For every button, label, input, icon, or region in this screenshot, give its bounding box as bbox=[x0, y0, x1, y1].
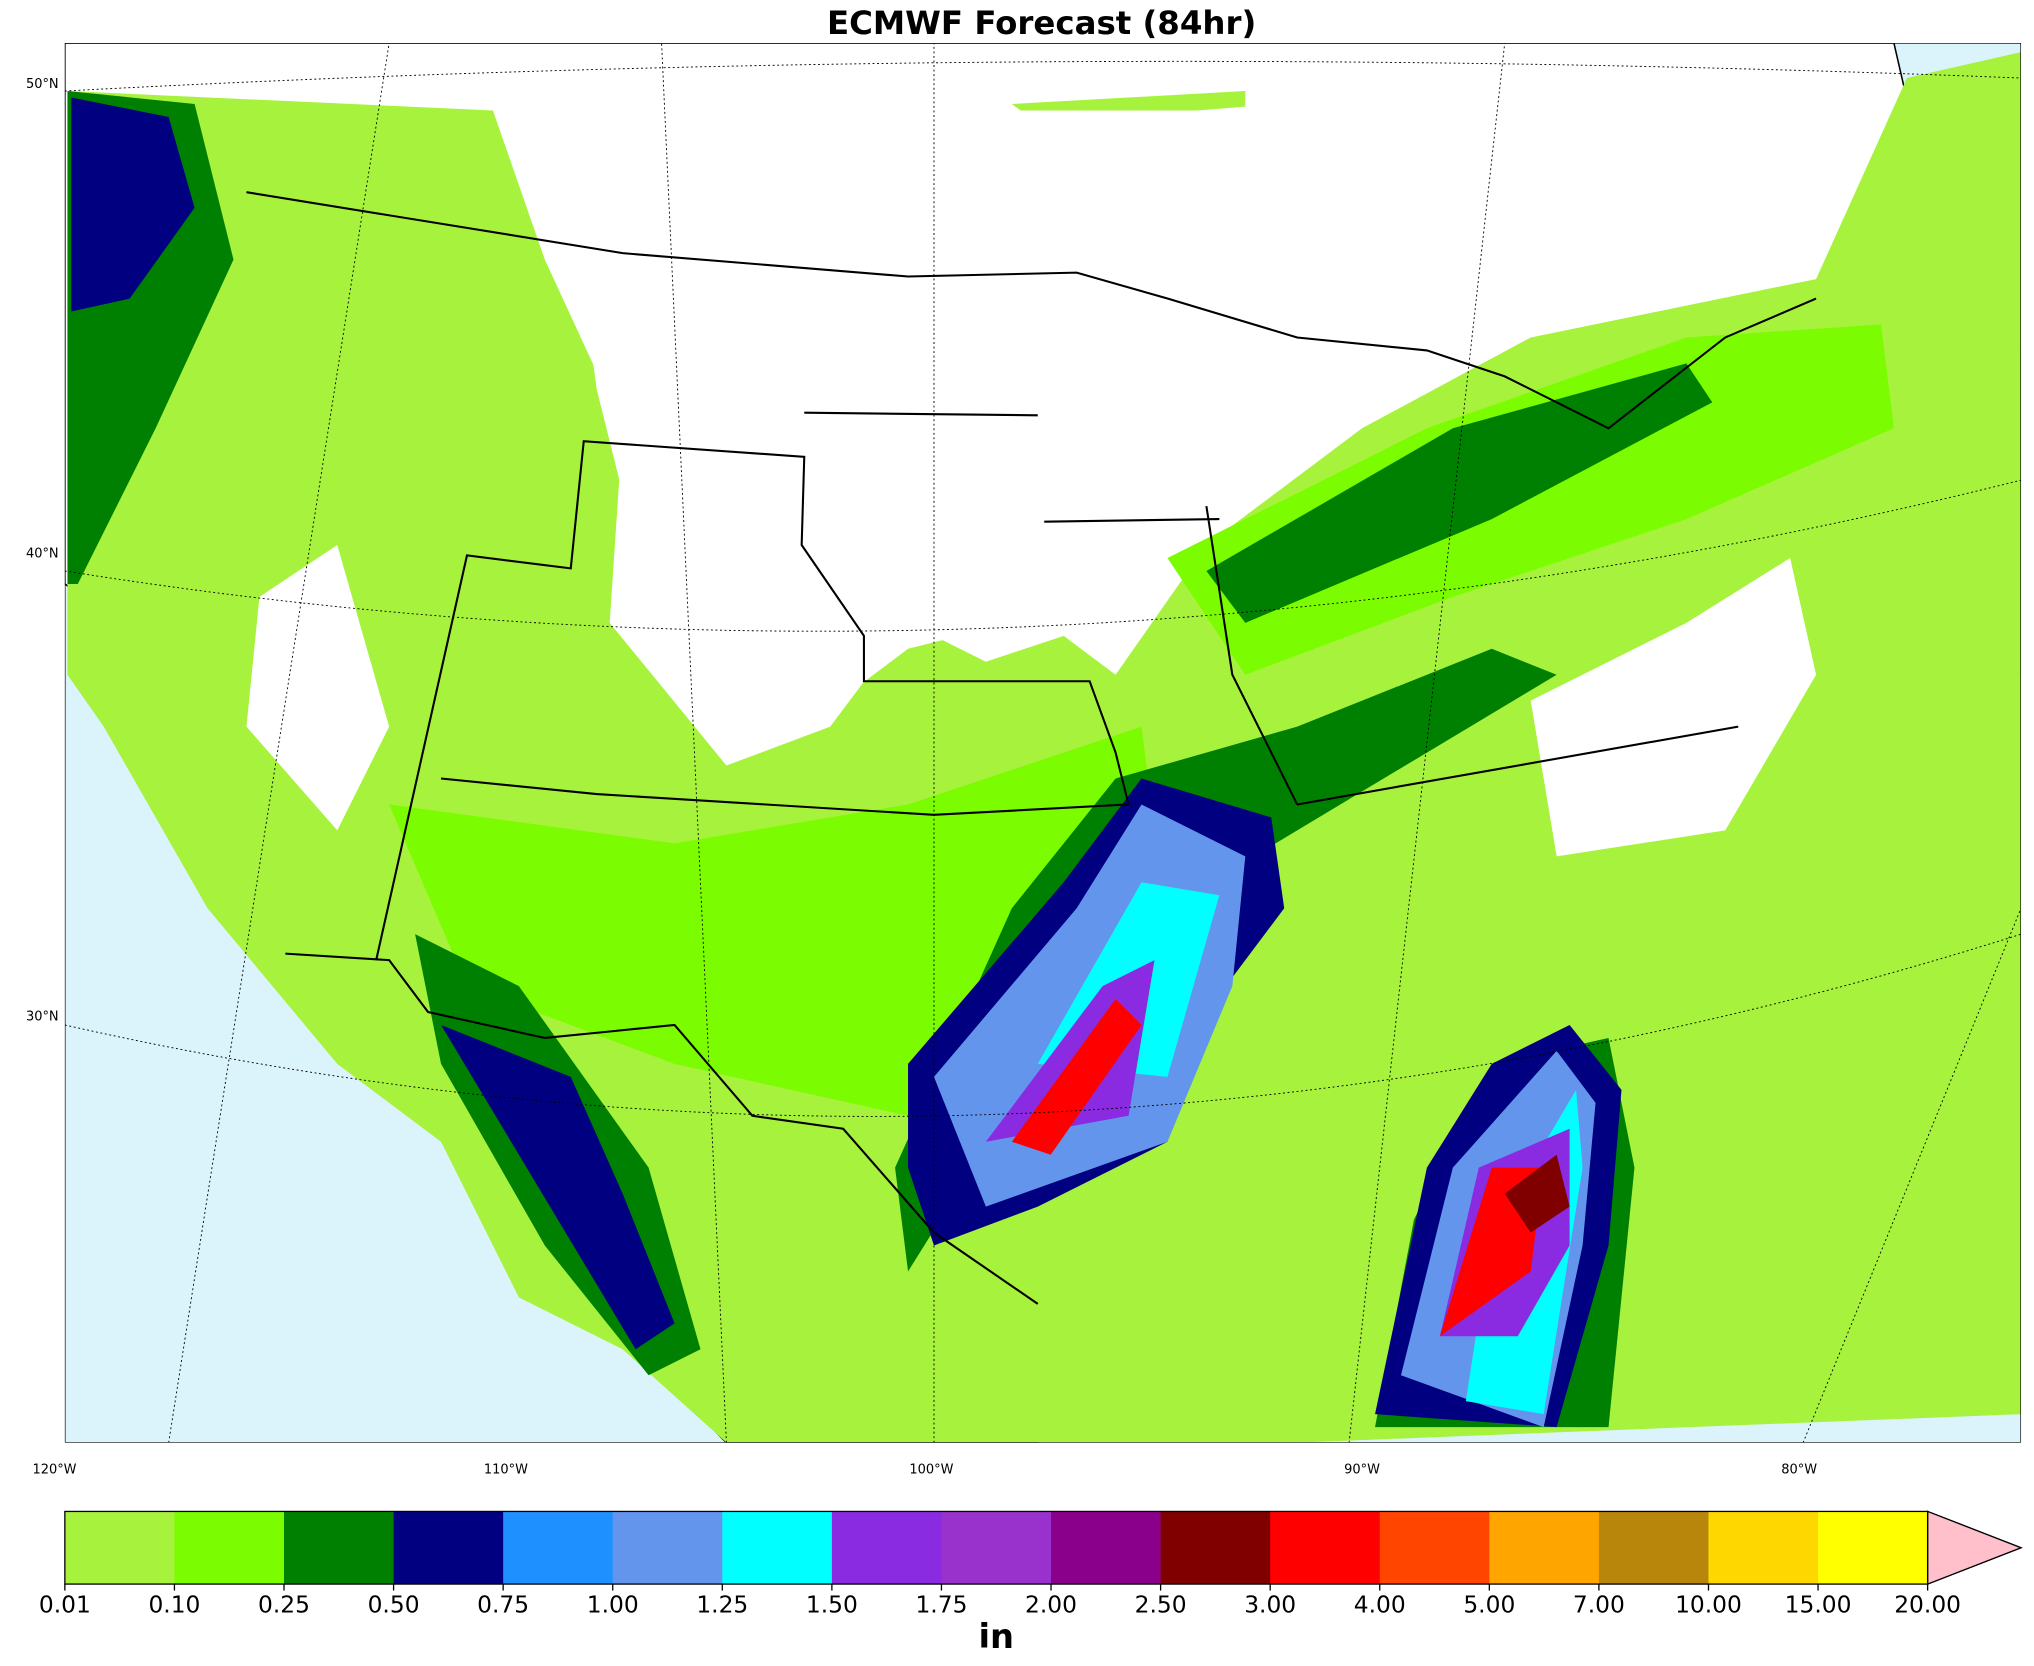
colorbar-segment bbox=[1598, 1511, 1710, 1585]
colorbar-tick-label: 1.75 bbox=[915, 1591, 967, 1619]
lon-label: 100°W bbox=[909, 1462, 953, 1477]
colorbar-tick-label: 0.10 bbox=[148, 1591, 200, 1619]
colorbar-segment bbox=[174, 1511, 285, 1585]
border bbox=[246, 191, 1817, 430]
border bbox=[285, 952, 1039, 1305]
colorbar-tick-label: 0.01 bbox=[39, 1591, 91, 1619]
colorbar-segment bbox=[1708, 1511, 1819, 1585]
colorbar-segment bbox=[1160, 1511, 1271, 1585]
colorbar-tick-label: 20.00 bbox=[1894, 1591, 1961, 1619]
dry-area bbox=[570, 110, 1246, 688]
precip-core bbox=[71, 97, 195, 312]
colorbar-tick-label: 3.00 bbox=[1244, 1591, 1296, 1619]
precip-core bbox=[1011, 999, 1142, 1155]
colorbar-segment bbox=[722, 1511, 833, 1585]
colorbar-segment bbox=[393, 1511, 504, 1585]
colorbar-segment bbox=[612, 1511, 723, 1585]
colorbar-tick-label: 1.25 bbox=[696, 1591, 748, 1619]
colorbar-segment bbox=[503, 1511, 614, 1585]
colorbar-tick-label: 2.50 bbox=[1135, 1591, 1187, 1619]
colorbar-tick-label: 7.00 bbox=[1573, 1591, 1625, 1619]
lat-label: 40°N bbox=[26, 547, 59, 562]
colorbar-segment bbox=[1270, 1511, 1381, 1585]
colorbar-tick-label: 10.00 bbox=[1675, 1591, 1742, 1619]
colorbar-tick-label: 5.00 bbox=[1463, 1591, 1515, 1619]
precip-band bbox=[1206, 363, 1713, 623]
lon-label: 110°W bbox=[484, 1462, 528, 1477]
title: ECMWF Forecast (84hr) bbox=[827, 4, 1256, 42]
colorbar-tick-label: 4.00 bbox=[1354, 1591, 1406, 1619]
colorbar-segment bbox=[1818, 1511, 1929, 1585]
lon-label: 120°W bbox=[32, 1462, 76, 1477]
dry-area bbox=[1530, 557, 1817, 857]
colorbar-segment bbox=[941, 1511, 1052, 1585]
precip-core bbox=[441, 1024, 675, 1350]
precip-core bbox=[1504, 1154, 1570, 1233]
map bbox=[64, 43, 2022, 1443]
border bbox=[375, 411, 1739, 961]
graticule bbox=[64, 43, 2022, 1443]
colorbar-tick-label: 2.00 bbox=[1025, 1591, 1077, 1619]
colorbar-unit: in bbox=[978, 1617, 1014, 1656]
colorbar-segment bbox=[64, 1511, 176, 1585]
colorbar-extension bbox=[1926, 1510, 2023, 1586]
colorbar-segment bbox=[831, 1511, 943, 1585]
lon-label: 90°W bbox=[1344, 1462, 1380, 1477]
colorbar-tick-label: 0.50 bbox=[368, 1591, 420, 1619]
colorbar-segment bbox=[1489, 1511, 1600, 1585]
colorbar-segment bbox=[1379, 1511, 1490, 1585]
colorbar-tick-label: 1.00 bbox=[587, 1591, 639, 1619]
colorbar-segment bbox=[284, 1511, 395, 1585]
colorbar-segment bbox=[1051, 1511, 1162, 1585]
dry-area bbox=[246, 545, 390, 831]
colorbar-tick-label: 15.00 bbox=[1785, 1591, 1852, 1619]
colorbar-tick-label: 0.25 bbox=[258, 1591, 310, 1619]
lat-label: 50°N bbox=[26, 77, 59, 92]
colorbar-tick-label: 1.50 bbox=[806, 1591, 858, 1619]
lat-label: 30°N bbox=[26, 1010, 59, 1025]
colorbar-tick-label: 0.75 bbox=[477, 1591, 529, 1619]
precip-band bbox=[1167, 324, 1894, 675]
colorbar-frame bbox=[64, 1510, 1929, 1585]
lon-label: 80°W bbox=[1781, 1462, 1817, 1477]
